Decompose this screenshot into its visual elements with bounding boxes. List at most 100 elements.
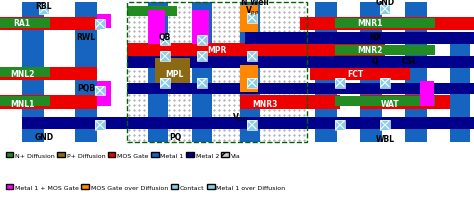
Bar [0,97,50,107]
Text: Q: Q [372,57,378,66]
Bar [39,5,49,15]
Text: V$_{pp}$: V$_{pp}$ [245,5,259,18]
Bar [197,36,207,46]
Bar [245,33,474,45]
Bar [420,93,434,107]
Text: V$_{DD}$: V$_{DD}$ [232,111,248,124]
Bar [197,36,207,46]
Text: CSL: CSL [402,57,418,66]
Bar [380,78,390,88]
Text: QB: QB [159,33,171,42]
Bar [335,120,345,130]
Bar [127,83,474,95]
Bar [405,3,427,142]
Bar [247,52,257,62]
Bar [360,3,382,142]
Bar [240,66,258,93]
Bar [335,78,345,88]
Bar [95,20,105,29]
Bar [450,44,470,142]
Text: MNR3: MNR3 [252,99,278,108]
Bar [420,81,434,95]
Bar [247,14,257,23]
Text: NX: NX [369,33,381,42]
Bar [95,120,105,130]
Text: RBL: RBL [36,2,52,11]
Text: GND: GND [375,0,394,7]
Bar [95,86,105,96]
Text: PQ: PQ [169,133,181,142]
Bar [380,5,390,15]
Bar [0,19,50,28]
Bar [0,68,50,77]
Bar [380,120,390,130]
Bar [380,5,390,15]
Bar [247,78,257,88]
Bar [197,52,207,62]
Bar [335,46,435,56]
Bar [240,6,258,33]
Bar [97,93,111,107]
Bar [247,120,257,130]
Bar [127,57,474,69]
Text: MNL1: MNL1 [10,99,34,108]
Text: WBL: WBL [375,135,394,144]
Text: WAT: WAT [381,99,399,108]
Bar [95,86,105,96]
Bar [335,78,345,88]
Bar [160,52,170,62]
Text: GND: GND [35,133,54,142]
Text: MPR: MPR [207,45,227,54]
Bar [148,11,165,45]
Bar [22,118,474,129]
Bar [97,15,111,28]
Bar [315,3,337,142]
Text: FCT: FCT [347,70,363,79]
Bar [160,36,170,46]
Legend: Metal 1 + MOS Gate, MOS Gate over Diffusion, Contact, Metal 1 over Diffusion: Metal 1 + MOS Gate, MOS Gate over Diffus… [3,181,288,192]
Text: PQB: PQB [77,84,95,93]
Text: MPL: MPL [165,70,183,79]
Bar [127,44,385,57]
Bar [75,3,97,142]
Bar [197,78,207,88]
Bar [127,3,307,142]
Bar [0,68,97,80]
Text: MNR1: MNR1 [357,19,383,28]
Bar [0,96,97,110]
Bar [127,7,177,17]
Bar [380,120,390,130]
Text: MNR2: MNR2 [357,45,383,54]
Bar [247,14,257,23]
Bar [380,78,390,88]
Bar [310,68,410,80]
Text: RA1: RA1 [13,19,30,28]
Bar [0,18,100,31]
Bar [97,81,111,95]
Bar [360,96,450,110]
Bar [247,78,257,88]
Bar [335,120,345,130]
Bar [240,3,260,142]
Bar [160,36,170,46]
Bar [39,5,49,15]
Bar [192,11,209,45]
Text: RWL: RWL [76,33,96,42]
Bar [240,96,340,110]
Bar [95,120,105,130]
Bar [247,120,257,130]
Bar [335,19,435,28]
Bar [160,78,170,88]
Bar [247,52,257,62]
Text: N Well: N Well [241,0,269,7]
Bar [197,52,207,62]
Bar [300,18,474,31]
Bar [197,78,207,88]
Bar [192,3,212,142]
Text: MNL2: MNL2 [10,70,34,79]
Bar [22,3,44,142]
Bar [335,97,435,107]
Bar [95,20,105,29]
Bar [155,59,190,83]
Bar [160,78,170,88]
